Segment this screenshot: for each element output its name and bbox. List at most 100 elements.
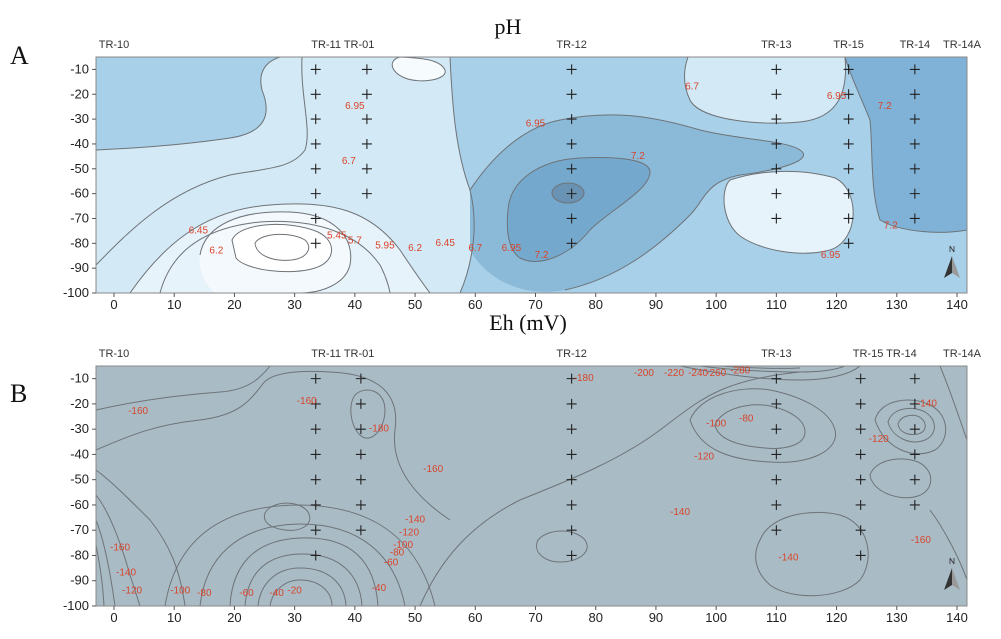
panel-a-sample-point [566, 213, 577, 224]
panel-a-contour-label: 6.45 [189, 225, 209, 236]
panel-a-contour-label: 7.2 [884, 220, 898, 231]
panel-b-sample-point [771, 424, 782, 435]
panel-a-contour-label: 6.7 [342, 156, 356, 167]
panel-b-sample-points [310, 373, 920, 561]
panel-b-contour-label: -240 [688, 368, 708, 379]
panel-b-x-tick-label: 10 [167, 610, 181, 625]
panel-b-x-tick-label: 90 [649, 610, 663, 625]
panel-b-contour-label: -20 [287, 585, 302, 596]
panel-b-sample-point [855, 474, 866, 485]
panel-b-ticks: 0 10 20 30 40 50 60 70 80 90 100 110 120 130 140 -10 -20… [63, 371, 968, 625]
panel-a-x-tick-label: 80 [588, 297, 602, 312]
panel-b-contour-label: -80 [390, 547, 405, 558]
panel-a-sample-point [843, 89, 854, 100]
panel-a-y-tick-label: -20 [70, 86, 89, 101]
panel-b-contour-label: -280 [730, 366, 750, 377]
panel-a-y-tick-label: -80 [70, 235, 89, 250]
panel-a-contour-label: 6.95 [502, 243, 522, 254]
panel-a-sample-point [361, 138, 372, 149]
panel-b-y-tick-label: -70 [70, 522, 89, 537]
panel-b-x-tick-label: 120 [826, 610, 848, 625]
panel-b-x-tick-label: 70 [528, 610, 542, 625]
panel-a-sample-point [843, 64, 854, 75]
panel-a-sample-point [566, 188, 577, 199]
panel-b-sample-point [855, 373, 866, 384]
panel-a-contour-label: 5.7 [348, 235, 362, 246]
panel-b-x-tick-label: 60 [468, 610, 482, 625]
panel-b-x-tick-label: 50 [408, 610, 422, 625]
panel-b-contour-label: -140 [405, 515, 425, 526]
panel-a-sample-point [843, 114, 854, 125]
panel-a-sample-point [843, 138, 854, 149]
panel-a-contour-label: 6.2 [408, 243, 422, 254]
panel-b-sample-point [855, 550, 866, 561]
panel-a-y-tick-label: -100 [63, 285, 89, 300]
panel-a-x-tick-label: 140 [946, 297, 968, 312]
panel-b-sample-point [566, 398, 577, 409]
panel-b-contour-label: -200 [634, 368, 654, 379]
panel-a-y-tick-label: -10 [70, 61, 89, 76]
panel-a-x-tick-label: 20 [227, 297, 241, 312]
panel-a-x-tick-label: 100 [705, 297, 727, 312]
panel-a-x-tick-label: 0 [110, 297, 117, 312]
panel-b-sample-point [310, 424, 321, 435]
panel-b-contour-label: -40 [269, 588, 284, 599]
panel-b-x-tick-label: 80 [588, 610, 602, 625]
panel-a-y-tick-label: -90 [70, 260, 89, 275]
panel-a-sample-point [310, 213, 321, 224]
panel-b-contour-labels: -160-160-180-160-140-120-100-80-60-40-20… [110, 366, 937, 599]
panel-b-sample-point [909, 449, 920, 460]
panel-b-y-tick-label: -60 [70, 497, 89, 512]
panel-a-contour-label: 6.95 [821, 250, 841, 261]
panel-a-y-tick-label: -30 [70, 111, 89, 126]
panel-a-isolines [96, 57, 967, 293]
panel-b-contour-label: -220 [664, 368, 684, 379]
panel-b-x-tick-label: 140 [946, 610, 968, 625]
panel-a-sample-point [566, 114, 577, 125]
panel-b-sample-point [771, 373, 782, 384]
panel-b-sample-point [855, 424, 866, 435]
panel-b-contour-label: -260 [706, 368, 726, 379]
panel-b-contour-label: -40 [372, 583, 387, 594]
panel-b-sample-point [355, 398, 366, 409]
panel-b-sample-point [855, 398, 866, 409]
panel-b-sample-point [566, 525, 577, 536]
panel-b-well-labels: TR-10 TR-11 TR-01 TR-12 TR-13 TR-15 TR-14 TR-… [99, 348, 982, 360]
panel-a-contour-labels: 6.956.76.456.25.45 5.7 5.95 6.2 6.45 6.7 6.957… [189, 81, 899, 261]
panel-b-title: Eh (mV) [489, 310, 567, 335]
panel-b-sample-point [355, 449, 366, 460]
panel-b-sample-point [855, 525, 866, 536]
panel-a-sample-point [843, 213, 854, 224]
panel-b-sample-point [355, 525, 366, 536]
panel-b-x-tick-label: 30 [287, 610, 301, 625]
panel-a-sample-point [361, 114, 372, 125]
panel-b-sample-point [355, 499, 366, 510]
panel-a-sample-point [771, 213, 782, 224]
panel-a-well-label: TR-12 [556, 39, 587, 51]
panel-a-sample-point [843, 188, 854, 199]
panel-b-sample-point [310, 499, 321, 510]
panel-b-plot-frame [95, 365, 968, 607]
panel-b-contour-label: -120 [694, 451, 714, 462]
panel-a-y-tick-label: -60 [70, 186, 89, 201]
panel-b-contour-label: -160 [911, 535, 931, 546]
panel-b-contour-label: -60 [239, 588, 254, 599]
panel-a-contour-label: 6.45 [435, 238, 455, 249]
panel-b-sample-point [771, 398, 782, 409]
panel-a-well-label: TR-15 [833, 39, 864, 51]
panel-a-sample-point [771, 114, 782, 125]
panel-b-well-label: TR-10 [99, 348, 130, 360]
panel-b-sample-point [771, 499, 782, 510]
panel-a-well-label: TR-13 [761, 39, 792, 51]
panel-b-sample-point [310, 550, 321, 561]
panel-a-x-tick-label: 30 [287, 297, 301, 312]
panel-a-sample-point [310, 138, 321, 149]
panel-b-contour-label: -140 [778, 553, 798, 564]
panel-b-sample-point [355, 474, 366, 485]
panel-a-contour-label: 6.2 [209, 245, 223, 256]
panel-b-x-tick-label: 0 [110, 610, 117, 625]
panel-b-x-tick-label: 130 [886, 610, 908, 625]
panel-b-contour-label: -160 [423, 464, 443, 475]
panel-b-x-tick-label: 20 [227, 610, 241, 625]
